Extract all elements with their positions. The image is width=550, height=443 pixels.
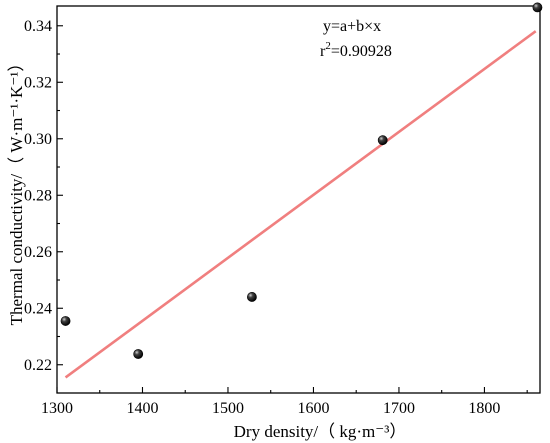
x-tick-label: 1500 (212, 400, 244, 417)
y-tick-label: 0.24 (24, 300, 52, 317)
y-axis-ticks: 0.22 0.24 0.26 0.28 0.30 0.32 0.34 (24, 18, 63, 374)
fit-line-layer (64, 30, 537, 379)
x-tick-label: 1600 (297, 400, 329, 417)
r-squared-value: =0.90928 (331, 43, 392, 60)
x-tick-label: 1700 (383, 400, 415, 417)
x-tick-label: 1300 (41, 400, 73, 417)
data-points-layer (60, 2, 543, 359)
data-point (247, 292, 257, 302)
y-axis-title: Thermal conductivity/（ W·m⁻¹·K⁻¹） (7, 55, 26, 326)
plot-border (56, 5, 541, 394)
fit-line (64, 30, 537, 379)
x-axis-title: Dry density/（ kg·m⁻³） (234, 422, 407, 441)
x-tick-label: 1800 (468, 400, 500, 417)
y-tick-label: 0.32 (24, 74, 52, 91)
x-axis-ticks: 1300 1400 1500 1600 1700 1800 (41, 387, 528, 417)
r-squared-prefix: r (320, 43, 326, 60)
y-tick-label: 0.30 (24, 131, 52, 148)
plot-frame (56, 5, 541, 394)
data-point (60, 316, 71, 326)
r-squared-annotation: r2=0.90928 (320, 40, 392, 60)
y-tick-label: 0.28 (24, 187, 52, 204)
y-tick-label: 0.26 (24, 244, 52, 261)
r-squared-superscript: 2 (325, 40, 331, 52)
data-point (377, 135, 388, 146)
x-tick-label: 1400 (126, 400, 158, 417)
data-point (532, 2, 543, 13)
data-point (133, 349, 144, 359)
y-tick-label: 0.22 (24, 357, 52, 374)
y-tick-label: 0.34 (24, 18, 52, 35)
equation-annotation: y=a+b×x (323, 18, 381, 35)
